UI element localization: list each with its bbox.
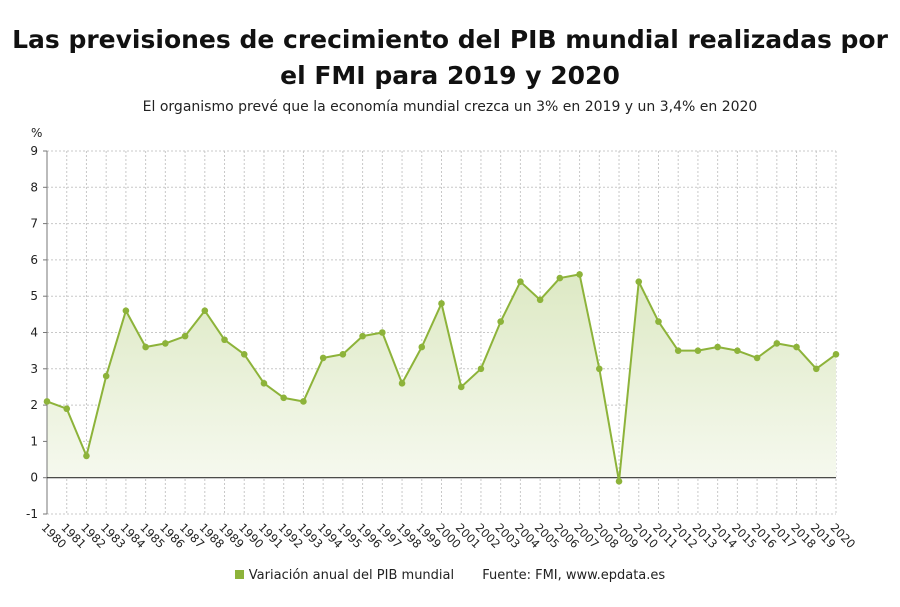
y-axis-unit-label: % bbox=[31, 126, 42, 140]
y-tick-label: 6 bbox=[30, 253, 38, 267]
legend-swatch bbox=[234, 570, 244, 579]
data-point-1993 bbox=[300, 398, 307, 405]
data-point-2000 bbox=[438, 300, 445, 307]
data-point-2019 bbox=[812, 365, 820, 373]
data-point-1987 bbox=[181, 332, 189, 340]
data-point-1996 bbox=[359, 332, 366, 340]
legend-item: Variación anual del PIB mundial bbox=[234, 568, 455, 583]
data-point-1983 bbox=[102, 372, 110, 380]
data-point-2015 bbox=[734, 347, 741, 354]
data-point-2001 bbox=[457, 383, 465, 391]
y-tick-label: 4 bbox=[30, 326, 38, 340]
data-point-2007 bbox=[576, 271, 583, 278]
data-point-2008 bbox=[596, 365, 603, 373]
data-point-1992 bbox=[280, 394, 288, 402]
y-tick-label: 0 bbox=[30, 471, 38, 485]
data-point-2002 bbox=[477, 365, 485, 373]
data-point-1995 bbox=[339, 350, 347, 358]
data-point-1986 bbox=[162, 340, 169, 347]
data-point-1981 bbox=[63, 405, 71, 413]
data-point-2020 bbox=[832, 350, 840, 358]
axes bbox=[43, 150, 836, 515]
data-point-2006 bbox=[556, 274, 564, 282]
legend-series-label: Variación anual del PIB mundial bbox=[248, 568, 455, 583]
data-points bbox=[43, 271, 840, 485]
source-note: Fuente: FMI, www.epdata.es bbox=[482, 568, 666, 583]
y-tick-labels: -1 0 1 2 3 4 5 6 7 8 9 bbox=[26, 144, 38, 521]
data-point-2011 bbox=[655, 318, 662, 325]
y-tick-label: 8 bbox=[30, 180, 38, 194]
y-tick-label: -1 bbox=[26, 507, 38, 521]
data-point-1999 bbox=[418, 343, 426, 351]
data-point-1990 bbox=[240, 350, 248, 358]
chart-subtitle: El organismo prevé que la economía mundi… bbox=[142, 99, 758, 115]
data-point-1984 bbox=[122, 307, 130, 315]
chart-title: Las previsiones de crecimiento del PIB m… bbox=[12, 25, 888, 90]
area-under-line bbox=[47, 274, 836, 482]
data-point-2014 bbox=[714, 343, 721, 351]
y-tick-label: 3 bbox=[30, 362, 38, 376]
legend: Variación anual del PIB mundial Fuente: … bbox=[0, 568, 900, 583]
y-tick-label: 2 bbox=[30, 398, 38, 412]
data-point-2016 bbox=[753, 354, 761, 362]
data-point-2009 bbox=[615, 478, 623, 485]
data-point-2012 bbox=[674, 347, 682, 354]
data-point-1998 bbox=[398, 380, 406, 387]
data-point-2004 bbox=[517, 278, 524, 285]
data-point-1980 bbox=[43, 398, 51, 405]
y-tick-label: 5 bbox=[30, 289, 38, 303]
data-point-2013 bbox=[694, 347, 702, 354]
data-point-1994 bbox=[319, 354, 327, 362]
x-tick-labels: 1980198119821983198419851986198719881989… bbox=[39, 520, 859, 551]
data-point-1988 bbox=[201, 307, 209, 315]
data-point-1991 bbox=[260, 380, 268, 387]
data-point-2010 bbox=[635, 278, 643, 285]
data-point-1982 bbox=[83, 452, 90, 460]
y-tick-label: 1 bbox=[30, 434, 38, 448]
area-fill bbox=[47, 274, 836, 482]
data-point-1985 bbox=[142, 343, 149, 351]
data-point-1989 bbox=[221, 336, 228, 344]
data-point-2018 bbox=[793, 343, 800, 351]
y-tick-label: 7 bbox=[30, 217, 38, 231]
data-point-1997 bbox=[379, 329, 386, 336]
data-point-2017 bbox=[773, 340, 781, 347]
y-tick-label: 9 bbox=[30, 144, 38, 158]
data-point-2005 bbox=[536, 296, 544, 304]
data-point-2003 bbox=[497, 318, 504, 325]
